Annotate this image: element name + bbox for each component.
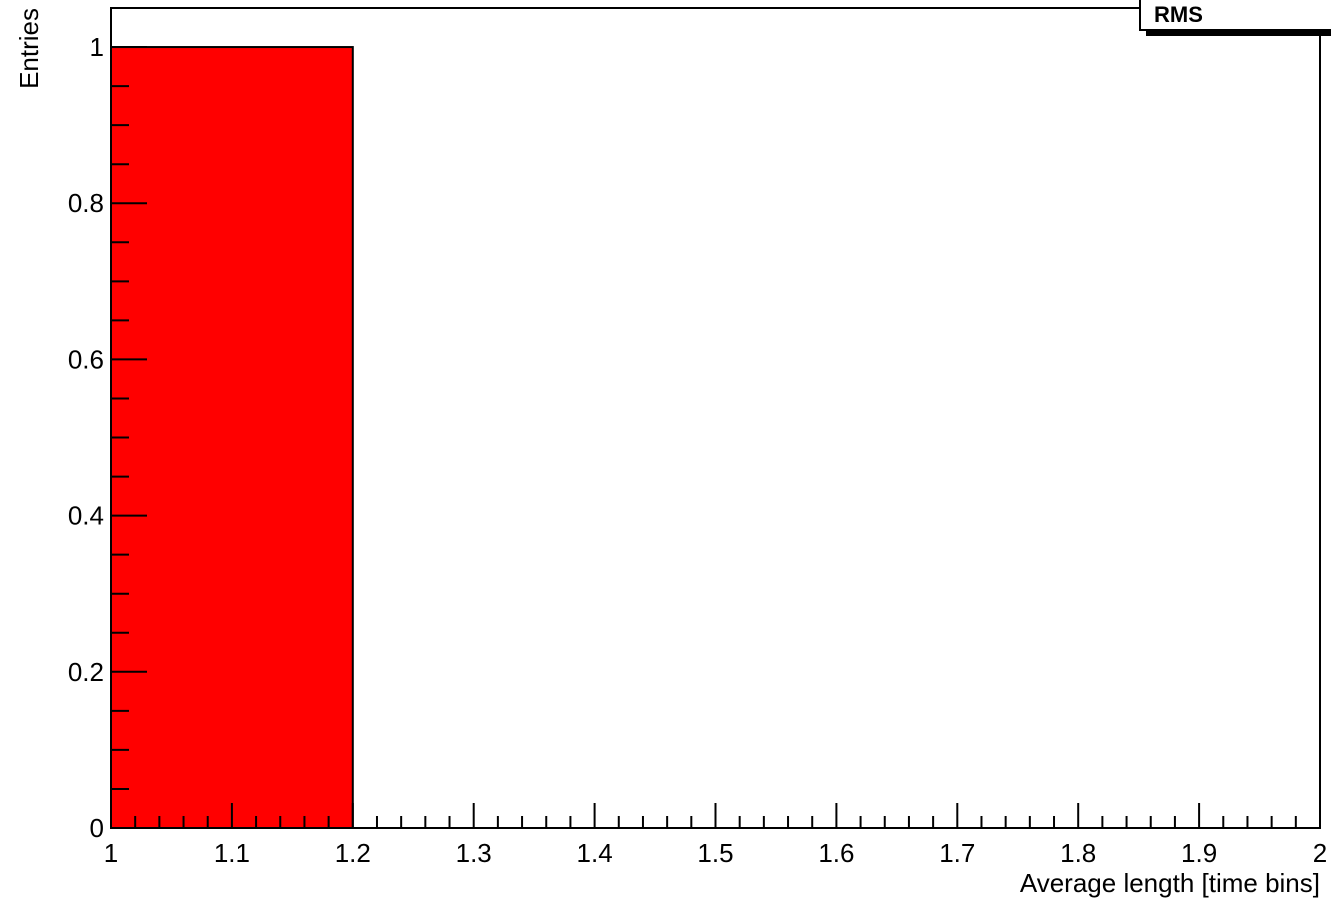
bars-layer bbox=[110, 46, 354, 830]
y-tick-label-3: 0.6 bbox=[68, 344, 104, 374]
histogram-bar-0 bbox=[110, 46, 354, 830]
x-tick-label-10: 2 bbox=[1313, 838, 1327, 868]
y-tick-label-5: 1 bbox=[90, 32, 104, 62]
x-tick-label-5: 1.5 bbox=[697, 838, 733, 868]
plot-frame bbox=[110, 7, 1321, 829]
y-tick-label-2: 0.4 bbox=[68, 501, 104, 531]
x-tick-label-9: 1.9 bbox=[1181, 838, 1217, 868]
y-tick-label-4: 0.8 bbox=[68, 188, 104, 218]
x-tick-label-8: 1.8 bbox=[1060, 838, 1096, 868]
x-tick-label-6: 1.6 bbox=[818, 838, 854, 868]
stats-box: RMS bbox=[1139, 0, 1331, 36]
x-axis-title: Average length [time bins] bbox=[1020, 868, 1320, 898]
minor-ticks-layer bbox=[111, 7, 1297, 828]
stats-box-shadow bbox=[1146, 30, 1331, 36]
x-tick-label-1: 1.1 bbox=[214, 838, 250, 868]
y-tick-label-1: 0.2 bbox=[68, 657, 104, 687]
stats-box-frame bbox=[1139, 0, 1331, 31]
stats-box-label: RMS bbox=[1154, 2, 1203, 27]
x-tick-label-2: 1.2 bbox=[335, 838, 371, 868]
y-axis-title: Entries bbox=[14, 8, 44, 89]
x-tick-label-3: 1.3 bbox=[456, 838, 492, 868]
y-tick-labels: 0 0.2 0.4 0.6 0.8 1 bbox=[68, 32, 104, 843]
x-tick-label-4: 1.4 bbox=[577, 838, 613, 868]
x-tick-label-7: 1.7 bbox=[939, 838, 975, 868]
x-tick-labels: 1 1.1 1.2 1.3 1.4 1.5 1.6 1.7 1.8 1.9 2 bbox=[104, 838, 1327, 868]
x-tick-label-0: 1 bbox=[104, 838, 118, 868]
y-tick-label-0: 0 bbox=[90, 813, 104, 843]
